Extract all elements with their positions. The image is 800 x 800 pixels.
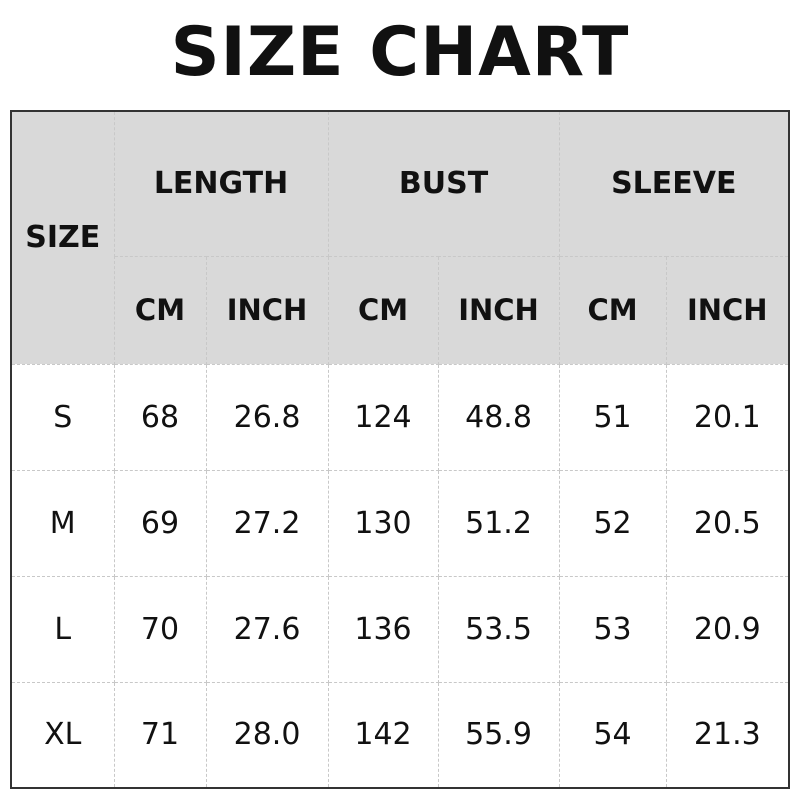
value-cell: 27.6: [205, 575, 329, 683]
unit-header: CM: [113, 255, 207, 365]
value-cell: 68: [113, 363, 207, 471]
value-cell: 124: [327, 363, 439, 471]
value-cell: 53: [558, 575, 667, 683]
value-cell: 20.5: [665, 469, 790, 577]
size-cell: L: [10, 575, 115, 683]
value-cell: 20.9: [665, 575, 790, 683]
value-cell: 51.2: [437, 469, 560, 577]
value-cell: 21.3: [665, 681, 790, 789]
table-row: S 68 26.8 124 48.8 51 20.1: [10, 363, 790, 471]
sleeve-header: SLEEVE: [558, 110, 790, 257]
value-cell: 130: [327, 469, 439, 577]
value-cell: 69: [113, 469, 207, 577]
size-header: SIZE: [10, 110, 115, 365]
unit-header: INCH: [437, 255, 560, 365]
table-row: M 69 27.2 130 51.2 52 20.5: [10, 469, 790, 577]
table-row: XL 71 28.0 142 55.9 54 21.3: [10, 681, 790, 789]
unit-header: INCH: [665, 255, 790, 365]
size-chart-table: SIZE LENGTH BUST SLEEVE CM INCH CM INCH …: [10, 110, 791, 789]
unit-header: CM: [558, 255, 667, 365]
value-cell: 27.2: [205, 469, 329, 577]
value-cell: 52: [558, 469, 667, 577]
value-cell: 71: [113, 681, 207, 789]
value-cell: 70: [113, 575, 207, 683]
value-cell: 142: [327, 681, 439, 789]
value-cell: 136: [327, 575, 439, 683]
value-cell: 54: [558, 681, 667, 789]
value-cell: 51: [558, 363, 667, 471]
bust-header: BUST: [327, 110, 560, 257]
value-cell: 55.9: [437, 681, 560, 789]
unit-header: INCH: [205, 255, 329, 365]
page-title: SIZE CHART: [170, 13, 630, 92]
size-cell: XL: [10, 681, 115, 789]
value-cell: 20.1: [665, 363, 790, 471]
header-row-groups: SIZE LENGTH BUST SLEEVE: [10, 110, 790, 365]
header-row-units: CM INCH CM INCH CM INCH: [11, 255, 790, 365]
table-row: L 70 27.6 136 53.5 53 20.9: [10, 575, 790, 683]
size-cell: S: [10, 363, 115, 471]
value-cell: 26.8: [205, 363, 329, 471]
value-cell: 48.8: [437, 363, 560, 471]
value-cell: 28.0: [205, 681, 329, 789]
unit-header: CM: [327, 255, 439, 365]
value-cell: 53.5: [437, 575, 560, 683]
length-header: LENGTH: [113, 110, 329, 257]
size-cell: M: [10, 469, 115, 577]
